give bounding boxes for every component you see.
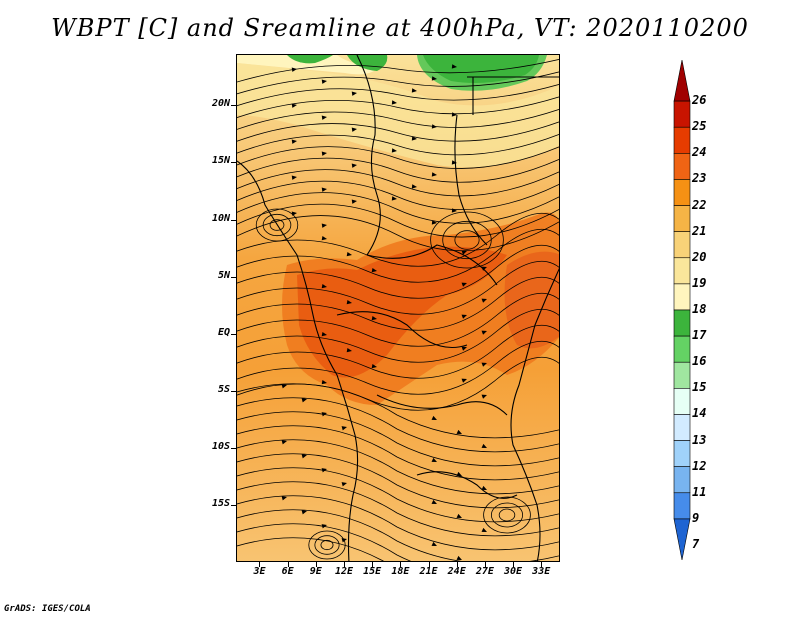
colorbar-level-label: 19 (692, 275, 707, 290)
wbpt-17-region-northwest (287, 55, 333, 64)
wbpt-23-region-east (504, 251, 559, 349)
chart-title: WBPT [C] and Sreamline at 400hPa, VT: 20… (51, 14, 749, 42)
lon-label: 30E (504, 566, 523, 577)
colorbar-level-label: 7 (692, 537, 700, 551)
colorbar-level-label: 20 (692, 249, 707, 264)
wbpt-19-band (237, 63, 559, 168)
colorbar-level-label: 9 (692, 510, 700, 525)
colorbar-level-label: 12 (692, 458, 707, 473)
colorbar-swatch (673, 361, 691, 389)
lat-label: 5S (217, 383, 230, 395)
colorbar-level-label: 24 (692, 145, 707, 160)
colorbar-swatch (673, 179, 691, 206)
streamline-arrows (281, 64, 487, 560)
map-canvas (237, 55, 559, 561)
lat-label: 5N (217, 269, 230, 281)
colorbar-swatch (673, 518, 691, 560)
colorbar-swatch (673, 283, 691, 311)
colorbar-swatch (673, 126, 691, 154)
colorbar-swatch (673, 388, 691, 415)
colorbar-swatch (673, 414, 691, 441)
colorbar-swatch (673, 492, 691, 520)
streamlines (237, 58, 559, 561)
colorbar-swatch (673, 153, 691, 180)
colorbar-swatch (673, 60, 691, 102)
colorbar-swatch (673, 440, 691, 467)
colorbar-swatch (673, 335, 691, 363)
lon-label: 6E (281, 566, 294, 577)
colorbar-swatch (673, 205, 691, 232)
colorbar-level-label: 23 (692, 171, 707, 186)
lon-label: 24E (447, 566, 466, 577)
wbpt-18-region-north (237, 55, 377, 75)
colorbar-level-label: 17 (692, 328, 707, 343)
wbpt-17-core-northeast (423, 55, 539, 83)
colorbar-level-label: 14 (692, 406, 707, 421)
lon-label: 9E (309, 566, 322, 577)
lon-label: 3E (253, 566, 266, 577)
lon-label: 18E (391, 566, 410, 577)
lon-label: 27E (475, 566, 494, 577)
lon-label: 15E (363, 566, 382, 577)
lat-label: EQ (217, 326, 230, 338)
colorbar-swatch (673, 231, 691, 259)
lat-label: 20N (211, 98, 230, 110)
colorbar-level-label: 13 (692, 432, 707, 447)
colorbar-swatch (673, 309, 691, 337)
lat-label: 10N (211, 212, 230, 224)
colorbar-level-label: 11 (692, 484, 707, 499)
colorbar-level-label: 22 (692, 197, 707, 212)
lat-label: 15S (211, 497, 230, 509)
lat-label: 15N (211, 155, 230, 167)
colorbar-level-label: 26 (692, 93, 707, 108)
map-plot-area (236, 54, 560, 562)
colorbar-level-label: 16 (692, 354, 707, 369)
colorbar-swatch (673, 257, 691, 285)
colorbar (673, 60, 691, 560)
lat-label: 10S (211, 440, 230, 452)
lon-label: 33E (532, 566, 551, 577)
lon-label: 12E (334, 566, 354, 577)
colorbar-level-label: 21 (692, 223, 707, 238)
colorbar-level-label: 15 (692, 380, 707, 395)
credit-text: GrADS: IGES/COLA (4, 604, 91, 614)
lon-label: 21E (419, 566, 438, 577)
colorbar-level-label: 25 (692, 119, 707, 134)
colorbar-level-label: 18 (692, 302, 707, 316)
colorbar-swatch (673, 100, 691, 128)
colorbar-swatch (673, 466, 691, 494)
